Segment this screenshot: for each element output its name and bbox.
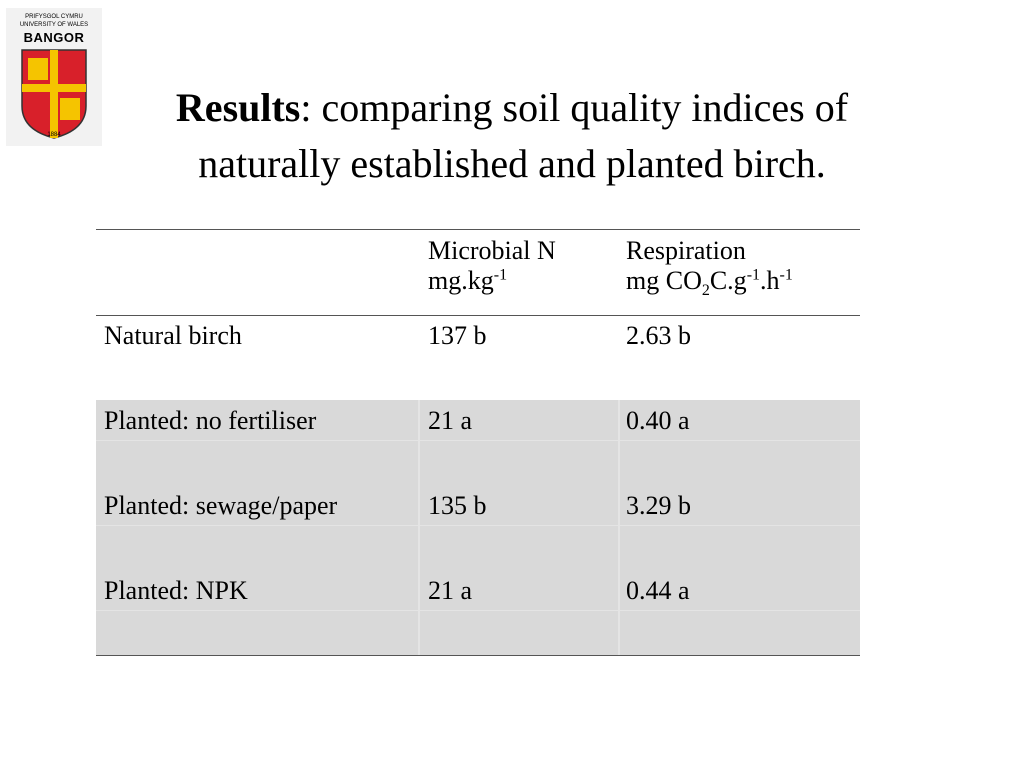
header-cell: Microbial N mg.kg-1 <box>428 236 556 296</box>
header-unit: mg.kg <box>428 266 494 295</box>
table-cell: Planted: NPK <box>104 576 248 605</box>
table-row: Planted: no fertiliser 21 a 0.40 a <box>96 400 860 485</box>
table-cell: 0.44 a <box>626 576 690 605</box>
table-cell: 135 b <box>428 491 487 520</box>
header-label: Respiration <box>626 236 746 265</box>
table-header: Microbial N mg.kg-1 Respiration mg CO2C.… <box>96 230 860 315</box>
table-cell: 0.40 a <box>626 406 690 435</box>
logo-text: BANGOR <box>23 30 85 45</box>
table-cell: 21 a <box>428 406 473 435</box>
table-cell: Natural birch <box>104 321 242 350</box>
cell-divider <box>418 485 420 570</box>
cell-divider <box>418 570 420 655</box>
cell-divider <box>618 485 620 570</box>
cell-divider <box>418 400 420 485</box>
header-unit: -1 <box>493 266 508 284</box>
table-cell: 2.63 b <box>626 321 691 350</box>
header-label: Microbial N <box>428 236 556 265</box>
slide-title: Results: comparing soil quality indices … <box>60 80 964 192</box>
table-row: Planted: sewage/paper 135 b 3.29 b <box>96 485 860 570</box>
header-unit: C.g <box>709 266 747 295</box>
header-unit: .h <box>760 266 780 295</box>
table-rule <box>96 229 860 230</box>
table-row: Planted: NPK 21 a 0.44 a <box>96 570 860 655</box>
logo-text: PRIFYSGOL CYMRU <box>25 14 83 20</box>
table-cell: 21 a <box>428 576 473 605</box>
cell-divider <box>96 440 860 441</box>
table-cell: 137 b <box>428 321 487 350</box>
table-cell: Planted: sewage/paper <box>104 491 338 520</box>
logo-shield <box>21 49 87 139</box>
cell-divider <box>96 610 860 611</box>
title-emphasis: Results <box>175 85 301 130</box>
logo-text: UNIVERSITY OF WALES <box>19 22 89 28</box>
table-row: Natural birch 137 b 2.63 b <box>96 315 860 400</box>
title-text: : comparing soil quality indices of <box>300 85 849 130</box>
cell-divider <box>618 400 620 485</box>
table-cell: Planted: no fertiliser <box>104 406 317 435</box>
header-unit: 2 <box>701 282 710 300</box>
logo-year: 1884 <box>47 132 61 138</box>
header-unit: -1 <box>746 266 761 284</box>
table-rule <box>96 655 860 656</box>
title-text: naturally established and planted birch. <box>198 141 826 186</box>
header-cell: Respiration mg CO2C.g-1.h-1 <box>626 236 793 300</box>
cell-divider <box>96 525 860 526</box>
cell-divider <box>618 570 620 655</box>
header-unit: -1 <box>779 266 793 284</box>
table-rule <box>96 315 860 316</box>
table-cell: 3.29 b <box>626 491 691 520</box>
header-unit: mg CO <box>626 266 702 295</box>
university-logo: PRIFYSGOL CYMRU UNIVERSITY OF WALES BANG… <box>6 8 102 146</box>
